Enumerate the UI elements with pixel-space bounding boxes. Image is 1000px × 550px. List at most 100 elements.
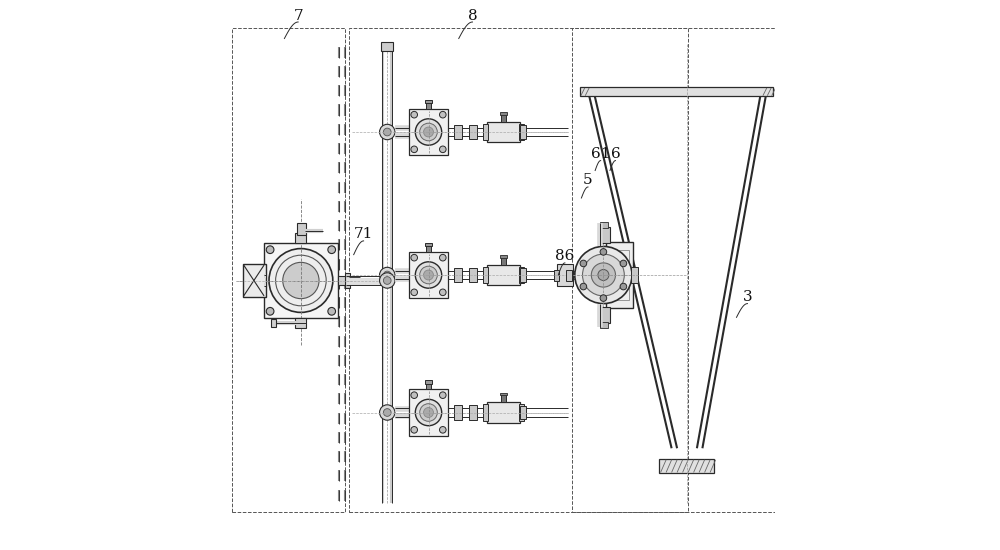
Bar xyxy=(500,112,507,115)
Text: 61: 61 xyxy=(591,147,610,161)
Bar xyxy=(580,87,773,96)
Circle shape xyxy=(439,392,446,398)
Bar xyxy=(487,122,520,142)
Bar xyxy=(519,404,524,421)
Text: 3: 3 xyxy=(743,290,752,304)
Circle shape xyxy=(380,273,395,288)
Bar xyxy=(345,273,350,288)
Circle shape xyxy=(415,262,442,288)
Bar xyxy=(519,267,524,283)
Bar xyxy=(454,405,462,420)
Circle shape xyxy=(380,124,395,140)
Circle shape xyxy=(383,277,391,284)
Bar xyxy=(264,243,338,318)
Circle shape xyxy=(380,267,395,283)
Bar xyxy=(519,124,524,140)
Circle shape xyxy=(266,307,274,315)
Text: 6: 6 xyxy=(611,147,620,161)
Circle shape xyxy=(439,427,446,433)
Circle shape xyxy=(575,246,632,304)
Circle shape xyxy=(620,283,627,290)
Circle shape xyxy=(600,249,607,255)
Circle shape xyxy=(411,289,418,296)
Bar xyxy=(349,28,688,512)
Bar xyxy=(501,113,506,122)
Bar xyxy=(600,322,608,328)
Bar xyxy=(487,265,520,285)
Bar xyxy=(454,268,462,282)
Bar xyxy=(520,125,526,139)
Circle shape xyxy=(420,266,437,284)
Text: 7: 7 xyxy=(293,9,303,24)
Bar xyxy=(554,270,559,280)
Bar xyxy=(500,255,507,258)
Bar xyxy=(295,233,306,243)
Bar xyxy=(600,222,608,228)
Circle shape xyxy=(328,307,336,315)
Circle shape xyxy=(439,254,446,261)
Bar xyxy=(295,318,306,328)
Circle shape xyxy=(266,246,274,254)
Circle shape xyxy=(411,427,418,433)
Circle shape xyxy=(598,270,609,280)
Circle shape xyxy=(439,146,446,152)
Circle shape xyxy=(582,254,624,296)
Bar xyxy=(557,264,573,286)
Bar xyxy=(409,252,448,298)
Circle shape xyxy=(600,295,607,301)
Bar xyxy=(606,242,633,308)
Bar xyxy=(469,125,477,139)
Bar xyxy=(338,276,347,285)
Bar xyxy=(520,406,526,419)
Bar xyxy=(409,389,448,436)
Circle shape xyxy=(424,270,433,280)
Bar xyxy=(572,28,1000,512)
Circle shape xyxy=(620,260,627,267)
Bar xyxy=(469,405,477,420)
Bar xyxy=(500,393,507,395)
Bar xyxy=(454,125,462,139)
Bar xyxy=(483,124,488,140)
Circle shape xyxy=(439,111,446,118)
Bar xyxy=(483,404,488,421)
Circle shape xyxy=(415,119,442,145)
Circle shape xyxy=(383,128,391,136)
Text: 8: 8 xyxy=(468,9,477,24)
Bar xyxy=(409,109,448,155)
Bar xyxy=(566,270,572,280)
Circle shape xyxy=(411,254,418,261)
Bar xyxy=(426,101,431,109)
Circle shape xyxy=(415,399,442,426)
Bar xyxy=(425,100,432,103)
Bar xyxy=(425,381,432,384)
Polygon shape xyxy=(308,248,338,276)
Circle shape xyxy=(424,408,433,417)
Circle shape xyxy=(580,260,587,267)
Circle shape xyxy=(411,146,418,152)
Bar xyxy=(659,459,714,473)
Bar xyxy=(271,319,276,327)
Bar xyxy=(243,264,266,297)
Circle shape xyxy=(439,289,446,296)
Bar xyxy=(232,28,345,512)
Bar xyxy=(609,250,629,300)
Bar xyxy=(631,267,638,283)
Circle shape xyxy=(269,249,333,312)
Circle shape xyxy=(283,262,319,299)
Polygon shape xyxy=(308,285,338,314)
Bar xyxy=(426,244,431,252)
Bar xyxy=(296,223,306,235)
Circle shape xyxy=(424,127,433,137)
Text: 86: 86 xyxy=(555,249,575,263)
Circle shape xyxy=(591,263,616,287)
Circle shape xyxy=(420,123,437,141)
Circle shape xyxy=(411,392,418,398)
Bar xyxy=(381,42,393,51)
Circle shape xyxy=(383,271,391,279)
Text: 71: 71 xyxy=(354,227,373,241)
Text: 5: 5 xyxy=(583,173,593,188)
Bar xyxy=(598,307,610,323)
Bar xyxy=(501,256,506,265)
Circle shape xyxy=(420,404,437,421)
Bar xyxy=(598,227,610,243)
